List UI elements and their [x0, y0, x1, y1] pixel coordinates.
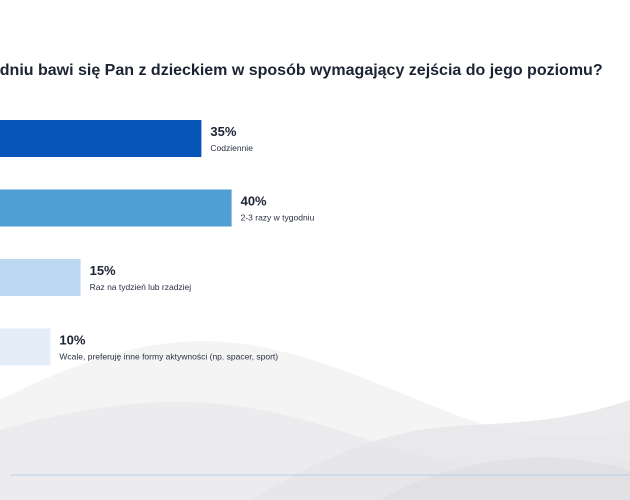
bar-category-label-3: Raz na tydzień lub rzadziej	[90, 282, 192, 292]
bar-category-label-1: Codziennie	[210, 143, 253, 153]
bar-category-label-4: Wcale, preferuję inne formy aktywności (…	[59, 352, 278, 362]
bar-2	[0, 189, 232, 227]
bar-category-label-2: 2-3 razy w tygodniu	[241, 213, 315, 223]
bar-4	[0, 328, 51, 366]
bar-value-label-4: 10%	[59, 333, 85, 348]
bar-1	[0, 120, 202, 157]
bar-value-label-3: 15%	[90, 263, 116, 278]
bar-value-label-1: 35%	[210, 124, 236, 139]
bar-value-label-2: 40%	[241, 194, 267, 209]
bar-3	[0, 259, 81, 296]
chart-question-title: odniu bawi się Pan z dzieckiem w sposób …	[0, 62, 603, 79]
